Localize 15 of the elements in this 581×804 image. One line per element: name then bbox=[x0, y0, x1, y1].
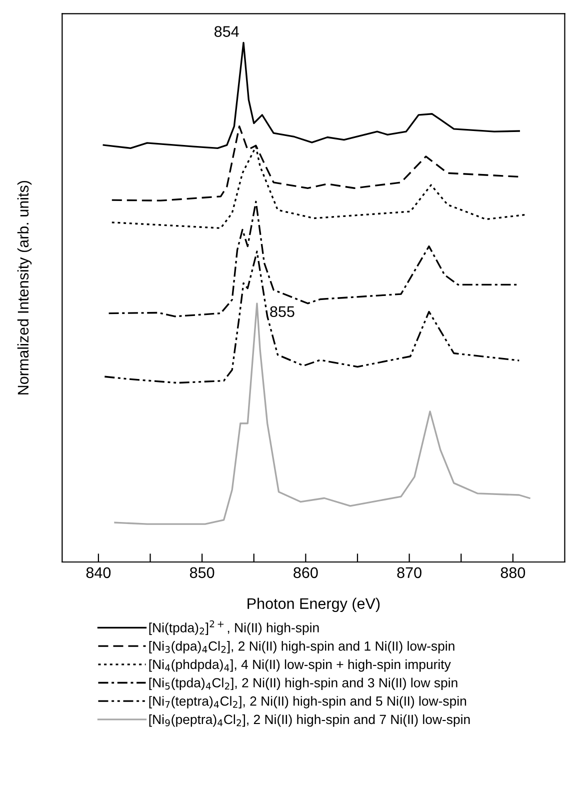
annotation: 854 bbox=[214, 26, 239, 37]
legend-label: [Ni$_{4}$(phdpda)$_{4}$], 4 Ni(II) low-spin + high-spin impurity bbox=[149, 659, 451, 672]
legend-label: [Ni$_{3}$(dpa)$_{4}$Cl$_{2}$], 2 Ni(II) high-spin and 1 Ni(II) low-spin bbox=[149, 641, 454, 654]
x-tick-label: 840 bbox=[86, 567, 111, 578]
x-tick-label: 860 bbox=[294, 567, 318, 578]
x-tick-label: 870 bbox=[397, 567, 422, 578]
annotation: 855 bbox=[270, 306, 294, 318]
legend-label: [Ni$_{5}$(tpda)$_{4}$Cl$_{2}$], 2 Ni(II) high-spin and 3 Ni(II) low spin bbox=[149, 678, 458, 690]
legend-label: [Ni(tpda)$_{2}$]$^{2+}$, Ni(II) high-spin bbox=[149, 620, 319, 635]
x-tick-label: 850 bbox=[190, 567, 214, 578]
x-axis-title: Photon Energy (eV) bbox=[248, 598, 380, 612]
legend-label: [Ni$_{7}$(teptra)$_{4}$Cl$_{2}$], 2 Ni(II) high-spin and 5 Ni(II) low-spin bbox=[149, 696, 466, 708]
legend-label: [Ni$_{9}$(peptra)$_{4}$Cl$_{2}$], 2 Ni(II) high-spin and 7 Ni(II) low-spin bbox=[149, 714, 470, 727]
x-tick-label: 880 bbox=[500, 567, 526, 578]
y-axis-title: Normalized Intensity (arb. units) bbox=[17, 180, 32, 394]
